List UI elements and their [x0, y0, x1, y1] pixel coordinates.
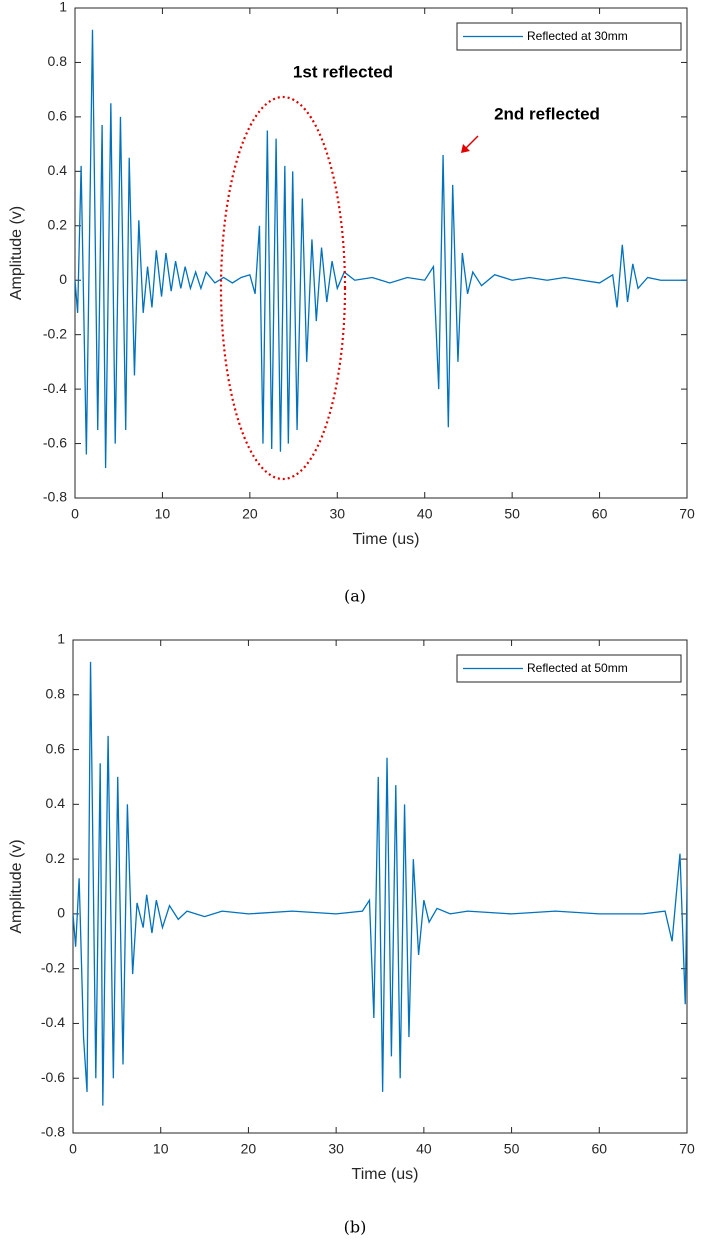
y-tick-label: 0	[57, 905, 65, 921]
x-tick-label: 50	[504, 1141, 520, 1157]
x-tick-label: 30	[329, 506, 345, 522]
x-tick-label: 70	[679, 506, 695, 522]
x-tick-label: 0	[71, 506, 79, 522]
y-tick-label: 0.2	[48, 216, 68, 232]
signal-line	[73, 661, 687, 1106]
y-tick-label: 0.6	[46, 740, 66, 756]
x-tick-label: 40	[416, 1141, 432, 1157]
y-tick-label: -0.2	[43, 325, 67, 341]
x-tick-label: 10	[155, 506, 171, 522]
y-tick-label: 0.8	[48, 53, 68, 69]
arrow-head	[461, 144, 470, 153]
y-tick-label: 0.2	[46, 850, 66, 866]
x-tick-label: 60	[592, 506, 608, 522]
x-tick-label: 30	[328, 1141, 344, 1157]
x-tick-label: 0	[69, 1141, 77, 1157]
y-tick-label: 0.8	[46, 685, 66, 701]
y-tick-label: -0.6	[41, 1069, 65, 1085]
y-tick-label: -0.8	[41, 1124, 65, 1140]
signal-line	[75, 29, 687, 469]
caption: (b)	[344, 1218, 367, 1237]
y-axis-label: Amplitude (v)	[8, 839, 25, 933]
y-tick-label: -0.6	[43, 434, 67, 450]
y-tick-label: 0.4	[46, 795, 66, 811]
axes-box	[74, 7, 688, 499]
arrow-shaft	[464, 135, 479, 150]
y-tick-label: 0.6	[48, 108, 68, 124]
x-tick-label: 40	[417, 506, 433, 522]
x-tick-label: 10	[153, 1141, 169, 1157]
annotation: 2nd reflected	[494, 104, 600, 123]
y-tick-label: -0.2	[41, 959, 65, 975]
x-axis-label: Time (us)	[352, 1166, 419, 1183]
y-tick-label: 1	[59, 0, 67, 15]
x-tick-label: 20	[241, 1141, 257, 1157]
caption: (a)	[344, 587, 366, 606]
x-tick-label: 50	[504, 506, 520, 522]
x-tick-label: 60	[591, 1141, 607, 1157]
x-axis-label: Time (us)	[353, 531, 420, 548]
y-tick-label: 1	[57, 631, 65, 647]
annotation: 1st reflected	[293, 62, 393, 81]
y-tick-label: -0.4	[43, 380, 67, 396]
highlight-ellipse	[219, 95, 347, 481]
y-tick-label: 0	[59, 271, 67, 287]
y-tick-label: -0.4	[41, 1014, 65, 1030]
legend-label: Reflected at 30mm	[527, 29, 628, 43]
y-tick-label: -0.8	[43, 489, 67, 505]
legend-label: Reflected at 50mm	[527, 661, 628, 675]
x-tick-label: 20	[242, 506, 258, 522]
x-tick-label: 70	[679, 1141, 695, 1157]
y-tick-label: 0.4	[48, 162, 68, 178]
y-axis-label: Amplitude (v)	[8, 206, 25, 300]
